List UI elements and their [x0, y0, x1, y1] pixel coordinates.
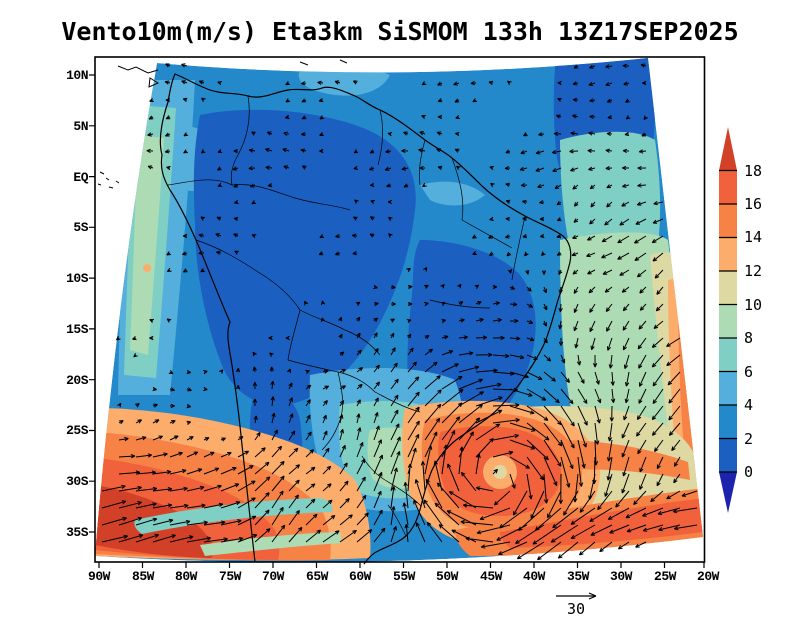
- colorbar-band: [719, 304, 737, 338]
- colorbar: [719, 127, 737, 513]
- country-borders: [167, 95, 526, 537]
- lon-label: 90W: [88, 569, 111, 584]
- colorbar-label: 16: [744, 195, 762, 213]
- colorbar-band: [719, 405, 737, 439]
- wind-arrow-glyphs: [101, 63, 698, 561]
- caribbean-islands: [117, 59, 348, 88]
- lat-label: 30S: [66, 474, 89, 489]
- lat-label: 15S: [66, 322, 89, 337]
- colorbar-label: 14: [744, 228, 762, 246]
- reference-arrow-label: 30: [567, 600, 585, 618]
- longitude-axis: 90W 85W 80W 75W 70W 65W 60W 55W 50W 45W …: [88, 569, 720, 584]
- lat-label: 10S: [66, 271, 89, 286]
- colorbar-band: [719, 204, 737, 238]
- colorbar-band: [719, 170, 737, 204]
- reference-vector: 30: [556, 592, 597, 618]
- shade-blob: [560, 131, 661, 259]
- colorbar-tick: [719, 169, 737, 473]
- wind-vector-arrows: [101, 63, 698, 561]
- colorbar-label: 0: [744, 463, 753, 481]
- lon-label: 55W: [393, 569, 416, 584]
- lon-label: 65W: [306, 569, 329, 584]
- colorbar-label: 12: [744, 262, 762, 280]
- latitude-axis: 10N 5N EQ 5S 10S 15S 20S 25S 30S 35S: [66, 68, 89, 540]
- colorbar-band: [719, 271, 737, 305]
- lat-label: 20S: [66, 373, 89, 388]
- shade-blob: [500, 498, 703, 548]
- colorbar-label: 8: [744, 329, 753, 347]
- shade-blob: [143, 264, 151, 272]
- cyclone-eye: [493, 465, 507, 479]
- axis-ticks: [89, 74, 705, 568]
- lat-label: 10N: [66, 68, 88, 83]
- colorbar-label: 2: [744, 430, 753, 448]
- lon-label: 30W: [610, 569, 633, 584]
- lon-label: 80W: [175, 569, 198, 584]
- colorbar-label: 10: [744, 296, 762, 314]
- colorbar-band: [719, 371, 737, 405]
- coastline-layer: [97, 59, 572, 565]
- chart-title: Vento10m(m/s) Eta3km SiSMOM 133h 13Z17SE…: [61, 17, 738, 46]
- galapagos-islands: [97, 171, 120, 189]
- colorbar-label: 6: [744, 363, 753, 381]
- lon-label: 75W: [219, 569, 242, 584]
- shade-blob: [420, 181, 485, 206]
- colorbar-below-arrow: [719, 472, 737, 513]
- shade-blob: [560, 440, 690, 480]
- lon-label: 85W: [132, 569, 155, 584]
- lon-label: 35W: [567, 569, 590, 584]
- lat-label: 5S: [73, 220, 88, 235]
- lon-label: 40W: [523, 569, 546, 584]
- colorbar-band: [719, 237, 737, 271]
- colorbar-labels: 0 2 4 6 8 10 12 14 16 18: [744, 162, 762, 481]
- wind-speed-shading: [95, 58, 703, 563]
- lon-label: 50W: [436, 569, 459, 584]
- lon-label: 25W: [654, 569, 677, 584]
- shade-blob: [193, 109, 416, 406]
- reference-arrow: [556, 592, 597, 600]
- lat-label: 5N: [73, 119, 88, 134]
- colorbar-label: 18: [744, 162, 762, 180]
- shade-blob: [200, 532, 342, 556]
- south-america-coastline: [159, 73, 572, 565]
- lon-label: 20W: [697, 569, 720, 584]
- lon-label: 60W: [349, 569, 372, 584]
- lat-label: 25S: [66, 423, 89, 438]
- colorbar-band: [719, 438, 737, 472]
- lat-label: EQ: [73, 170, 88, 185]
- lon-label: 45W: [480, 569, 503, 584]
- colorbar-band: [719, 338, 737, 372]
- plot-frame: [89, 56, 706, 568]
- shade-blob: [130, 135, 164, 355]
- colorbar-above-arrow: [719, 127, 737, 171]
- lon-label: 70W: [262, 569, 285, 584]
- frame-border: [94, 56, 706, 563]
- lat-label: 35S: [66, 525, 89, 540]
- colorbar-label: 4: [744, 396, 753, 414]
